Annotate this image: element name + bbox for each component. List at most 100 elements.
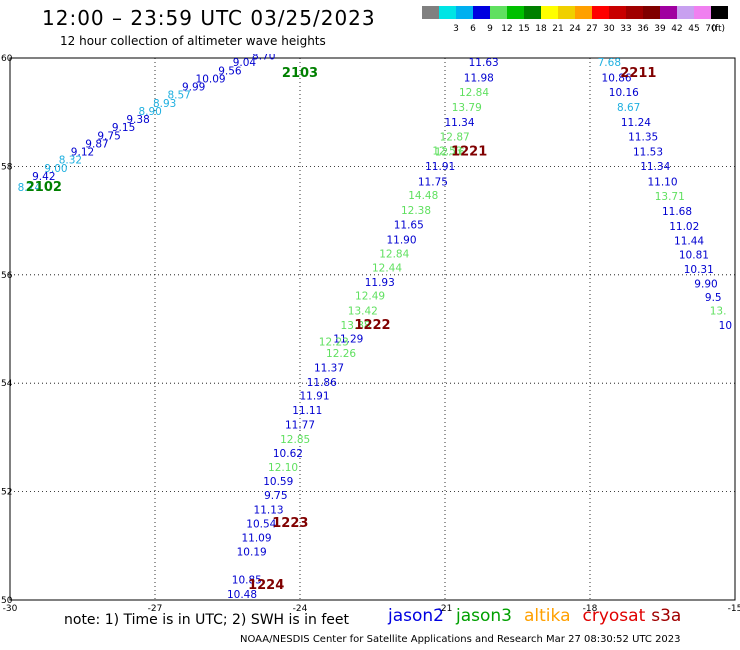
colorbar-label: 24 — [569, 24, 581, 34]
colorbar-swatch — [422, 6, 439, 19]
wave-height-label: 12.53 — [432, 145, 462, 157]
wave-height-label: 12.87 — [440, 131, 470, 143]
wave-height-label: 11.44 — [674, 235, 704, 247]
wave-height-label: 8.57 — [167, 90, 190, 102]
satellite-legend-altika: altika — [524, 606, 571, 626]
wave-height-label: 11.10 — [647, 176, 677, 188]
wave-height-label: 11.11 — [292, 405, 322, 417]
x-tick-label: -30 — [3, 604, 18, 614]
wave-height-label: 12.84 — [379, 248, 409, 260]
wave-height-label: 9.90 — [694, 278, 717, 290]
colorbar-label: 33 — [620, 24, 631, 34]
wave-height-label: 10.19 — [237, 547, 267, 559]
chart-subtitle: 12 hour collection of altimeter wave hei… — [60, 34, 326, 48]
colorbar-label: 36 — [637, 24, 649, 34]
colorbar-label: 15 — [518, 24, 529, 34]
colorbar-swatch — [660, 6, 677, 19]
colorbar-swatch — [677, 6, 694, 19]
colorbar-label: 39 — [654, 24, 666, 34]
wave-height-label: 11.91 — [425, 161, 455, 173]
pass-time-label: 1223 — [272, 516, 308, 531]
wave-height-label: 12.10 — [268, 462, 298, 474]
wave-height-label: 8.67 — [617, 102, 640, 114]
wave-height-label: 12.76 — [435, 147, 465, 159]
y-tick-label: 50 — [1, 596, 13, 606]
wave-height-label: 8.66 — [267, 44, 291, 56]
wave-height-label: 14.48 — [408, 190, 438, 202]
wave-height-label: 12.49 — [355, 291, 385, 303]
footer-credit: NOAA/NESDIS Center for Satellite Applica… — [240, 634, 681, 645]
wave-height-label: 11.49 — [222, 603, 252, 615]
wave-height-label: 9.99 — [182, 82, 205, 94]
pass-time-label: 1224 — [248, 578, 284, 593]
wave-height-label: 12.23 — [319, 336, 349, 348]
footer-note: note: 1) Time is in UTC; 2) SWH is in fe… — [64, 612, 350, 628]
wave-height-label: 8.90 — [138, 106, 161, 118]
wave-height-label: 9.42 — [32, 171, 55, 183]
colorbar-swatch — [473, 6, 490, 19]
colorbar-swatch — [575, 6, 592, 19]
wave-height-label: 10.54 — [246, 518, 276, 530]
wave-height-label: 12.26 — [326, 348, 356, 360]
wave-height-label: 11.90 — [386, 234, 416, 246]
wave-height-label: 10.48 — [227, 589, 257, 601]
colorbar-label: 12 — [501, 24, 512, 34]
pass-time-label: 2211 — [620, 66, 656, 81]
wave-height-label: 8.70 — [252, 51, 275, 63]
chart-title: 12:00 – 23:59 UTC 03/25/2023 — [42, 6, 376, 30]
wave-height-label: 9.75 — [264, 490, 287, 502]
wave-height-label: 11.09 — [241, 532, 271, 544]
wave-height-label: 10.62 — [273, 448, 303, 460]
colorbar-label: 42 — [671, 24, 682, 34]
wave-height-label: 8.81 — [583, 33, 606, 45]
wave-height-label: 11.86 — [307, 377, 337, 389]
wave-height-label: 7.96 — [590, 45, 614, 57]
wave-height-label: 13. — [710, 305, 727, 317]
wave-height-label: 9.87 — [85, 138, 108, 150]
pass-time-label: 2103 — [282, 66, 318, 81]
wave-height-label: 9.12 — [71, 147, 94, 159]
plot-frame — [9, 57, 736, 601]
wave-height-label: 11.37 — [314, 362, 344, 374]
satellite-legend-s3a: s3a — [651, 606, 682, 626]
colorbar-legend: 3 6 9 12 15 18 21 24 27 30 33 36 39 42 45 70(ft) — [422, 6, 728, 34]
colorbar-swatch — [711, 6, 728, 19]
wave-height-label: 11.77 — [285, 420, 315, 432]
wave-height-label: 7.68 — [598, 57, 621, 69]
wave-height-label: 11.35 — [628, 131, 658, 143]
x-tick-label: -15 — [728, 604, 740, 614]
colorbar-swatch — [456, 6, 473, 19]
wave-height-label: 12.85 — [280, 434, 310, 446]
data-points: 8.749.429.008.329.129.879.759.159.388.90… — [18, 33, 732, 615]
wave-height-label: 10.59 — [263, 476, 293, 488]
wave-height-label: 10 — [719, 320, 732, 332]
y-tick-label: 52 — [1, 488, 12, 498]
wave-height-label: 12.44 — [372, 263, 402, 275]
wave-height-label: 12.06 — [488, 33, 518, 45]
wave-height-label: 11.34 — [444, 117, 474, 129]
colorbar-unit: (ft) — [711, 24, 725, 34]
wave-height-label: 9.04 — [233, 57, 257, 69]
wave-height-label: 11.29 — [333, 334, 363, 346]
wave-height-label: 8.74 — [18, 182, 42, 194]
wave-height-label: 9.15 — [112, 122, 135, 134]
wave-height-label: 11.65 — [394, 220, 424, 232]
wave-height-label: 9.56 — [218, 65, 242, 77]
wave-height-label: 13.88 — [341, 320, 371, 332]
satellite-legend-cryosat: cryosat — [582, 606, 646, 626]
pass-time-label: 1222 — [354, 318, 390, 333]
wave-height-label: 9.38 — [126, 114, 149, 126]
colorbar-label: 45 — [688, 24, 699, 34]
wave-height-label: 10.31 — [684, 264, 714, 276]
colorbar-label: 18 — [535, 24, 547, 34]
colorbar-swatch — [490, 6, 507, 19]
y-tick-label: 58 — [1, 162, 13, 172]
colorbar-swatch — [609, 6, 626, 19]
wave-height-label: 9.75 — [97, 130, 120, 142]
colorbar-label: 30 — [603, 24, 615, 34]
y-tick-label: 54 — [1, 379, 13, 389]
wave-height-label: 11.53 — [633, 147, 663, 159]
wave-height-label: 11.63 — [469, 57, 499, 69]
colorbar-label: 27 — [586, 24, 597, 34]
